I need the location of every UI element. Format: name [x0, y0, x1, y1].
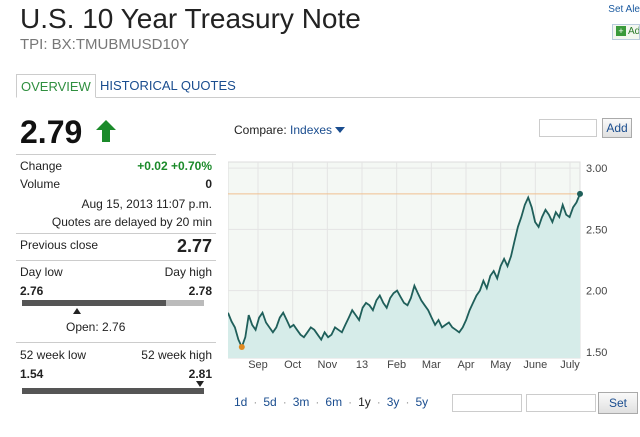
change-label: Change — [20, 159, 63, 173]
day-range-bar — [22, 300, 166, 306]
52wk-values: 1.54 2.81 — [20, 367, 212, 381]
low-point-marker — [238, 343, 245, 350]
52wk-low-label: 52 week low — [20, 348, 87, 362]
range-button-3m[interactable]: 3m — [292, 395, 310, 409]
plus-icon: + — [616, 26, 626, 36]
compare-label: Compare: — [234, 123, 287, 137]
add-to-watchlist-label: Ad — [628, 26, 640, 37]
divider — [16, 233, 216, 234]
change-row: Change +0.02 +0.70% — [20, 159, 212, 173]
range-separator: · — [376, 395, 381, 409]
range-separator: · — [282, 395, 287, 409]
page-title: U.S. 10 Year Treasury Note — [20, 3, 361, 34]
divider — [16, 154, 216, 155]
52wk-marker-icon — [196, 381, 205, 387]
range-button-1d[interactable]: 1d — [234, 395, 248, 409]
tab-historical-quotes[interactable]: HISTORICAL QUOTES — [100, 78, 236, 93]
range-button-5d[interactable]: 5d — [263, 395, 277, 409]
range-selector: 1d · 5d · 3m · 6m · 1y · 3y · 5y — [234, 395, 434, 409]
y-tick-label: 2.50 — [586, 224, 607, 236]
range-separator: · — [253, 395, 258, 409]
range-button-6m[interactable]: 6m — [325, 395, 343, 409]
compare-add-button[interactable]: Add — [602, 118, 632, 138]
52wk-labels: 52 week low 52 week high — [20, 348, 212, 362]
compare-symbol-input[interactable] — [539, 119, 597, 137]
compare-indexes-dropdown[interactable]: Indexes — [290, 123, 333, 137]
previous-close-value: 2.77 — [176, 236, 212, 256]
day-high-value: 2.78 — [188, 284, 212, 298]
52wk-low-value: 1.54 — [20, 367, 44, 381]
ticker-symbol: TPI: BX:TMUBMUSD10Y — [20, 36, 190, 53]
52wk-high-value: 2.81 — [188, 367, 212, 381]
y-tick-label: 1.50 — [586, 347, 607, 359]
previous-close-label: Previous close — [20, 238, 99, 252]
up-arrow-icon — [96, 120, 116, 142]
chevron-down-icon[interactable] — [335, 126, 346, 134]
open-marker-icon — [72, 308, 81, 314]
52wk-range-bar — [22, 388, 204, 394]
x-tick-label: Nov — [318, 359, 338, 371]
divider — [16, 260, 216, 261]
volume-label: Volume — [20, 177, 61, 191]
range-button-3y[interactable]: 3y — [386, 395, 400, 409]
range-separator: · — [405, 395, 410, 409]
y-tick-label: 3.00 — [586, 163, 607, 175]
day-range-values: 2.76 2.78 — [20, 284, 212, 298]
end-date-input[interactable] — [526, 394, 596, 412]
x-tick-label: Apr — [457, 359, 474, 371]
day-low-value: 2.76 — [20, 284, 44, 298]
x-tick-label: June — [523, 359, 547, 371]
series-line — [228, 193, 581, 350]
series-area — [228, 193, 580, 358]
y-tick-label: 2.00 — [586, 286, 607, 298]
x-tick-label: July — [560, 359, 580, 371]
divider — [16, 342, 216, 343]
x-tick-label: 13 — [356, 359, 368, 371]
delay-note: Quotes are delayed by 20 min — [51, 215, 212, 229]
start-date-input[interactable] — [452, 394, 522, 412]
x-tick-label: May — [490, 359, 511, 371]
day-range-labels: Day low Day high — [20, 265, 212, 279]
x-tick-label: Oct — [284, 359, 301, 371]
last-point-marker — [577, 190, 583, 197]
previous-close-row: Previous close 2.77 — [20, 236, 212, 256]
range-button-5y[interactable]: 5y — [415, 395, 429, 409]
day-low-label: Day low — [20, 265, 63, 279]
set-alert-link[interactable]: Set Ale — [608, 4, 640, 15]
day-high-label: Day high — [164, 265, 212, 279]
range-separator: · — [315, 395, 320, 409]
last-price: 2.79 — [20, 114, 83, 150]
52wk-high-label: 52 week high — [141, 348, 212, 362]
range-button-1y[interactable]: 1y — [358, 395, 371, 409]
timestamp: Aug 15, 2013 11:07 p.m. — [81, 197, 212, 211]
open-label: Open: 2.76 — [66, 320, 126, 334]
range-separator: · — [348, 395, 353, 409]
set-range-button[interactable]: Set — [598, 392, 638, 414]
add-to-watchlist-button[interactable]: + Ad — [612, 24, 640, 40]
chart-panel: Compare: Indexes Add 3.00 2.50 2.00 1.50 Sep… — [228, 115, 640, 437]
change-value: +0.02 +0.70% — [137, 159, 212, 173]
x-tick-label: Sep — [248, 359, 268, 371]
x-tick-label: Feb — [387, 359, 406, 371]
volume-row: Volume 0 — [20, 177, 212, 191]
compare-control: Compare: Indexes — [234, 123, 346, 137]
tab-bar: OVERVIEW HISTORICAL QUOTES — [16, 74, 640, 98]
tab-overview[interactable]: OVERVIEW — [16, 74, 96, 98]
x-tick-label: Mar — [422, 359, 441, 371]
price-chart[interactable]: 3.00 2.50 2.00 1.50 Sep Oct Nov 13 Feb Mar Apr May J… — [228, 160, 640, 372]
volume-value: 0 — [205, 177, 212, 191]
day-range-bar-rest — [166, 300, 204, 306]
